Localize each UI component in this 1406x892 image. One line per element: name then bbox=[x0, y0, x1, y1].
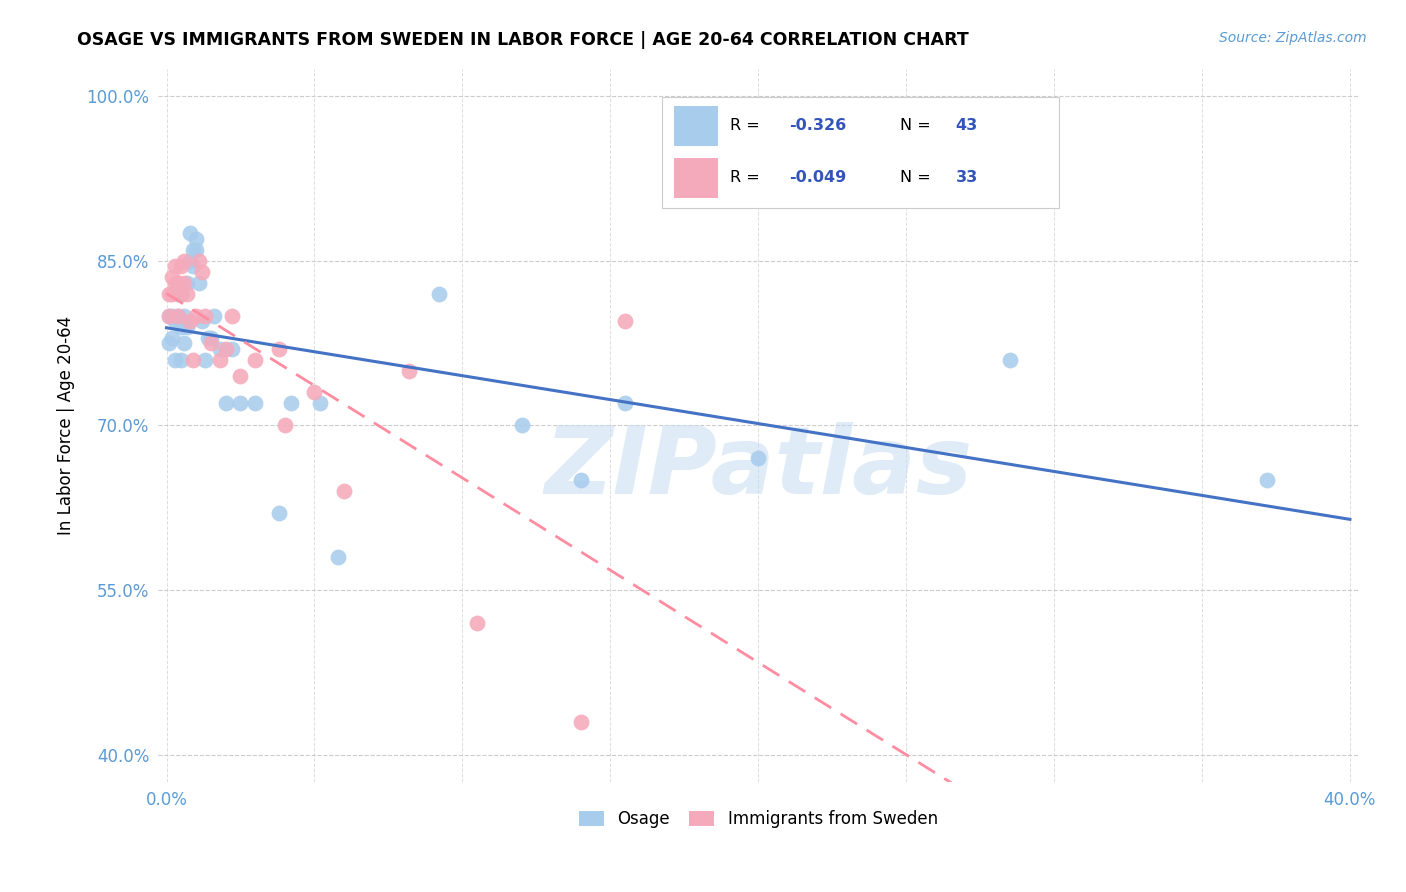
Point bbox=[267, 342, 290, 356]
Point bbox=[173, 336, 195, 351]
Text: OSAGE VS IMMIGRANTS FROM SWEDEN IN LABOR FORCE | AGE 20-64 CORRELATION CHART: OSAGE VS IMMIGRANTS FROM SWEDEN IN LABOR… bbox=[77, 31, 969, 49]
Point bbox=[179, 314, 201, 328]
Point bbox=[170, 286, 193, 301]
Point bbox=[998, 352, 1021, 367]
Point bbox=[274, 418, 297, 433]
Point bbox=[191, 265, 214, 279]
Point bbox=[184, 309, 207, 323]
Point bbox=[162, 270, 184, 285]
Point bbox=[188, 253, 211, 268]
Point bbox=[304, 385, 326, 400]
Point bbox=[614, 314, 637, 328]
Point bbox=[200, 330, 222, 344]
Point bbox=[202, 309, 225, 323]
Point bbox=[427, 286, 450, 301]
Point bbox=[181, 259, 204, 273]
Point bbox=[162, 286, 184, 301]
Point bbox=[333, 484, 356, 499]
Point bbox=[176, 286, 198, 301]
Point bbox=[614, 396, 637, 410]
Point bbox=[165, 314, 187, 328]
Point bbox=[173, 276, 195, 290]
Point bbox=[200, 336, 222, 351]
Point bbox=[208, 342, 231, 356]
Point bbox=[245, 396, 267, 410]
Point bbox=[194, 309, 217, 323]
Point bbox=[221, 309, 243, 323]
Point bbox=[176, 276, 198, 290]
Point bbox=[229, 396, 252, 410]
Point bbox=[170, 286, 193, 301]
Point bbox=[194, 352, 217, 367]
Point bbox=[747, 451, 769, 466]
Point bbox=[215, 396, 238, 410]
Point bbox=[221, 342, 243, 356]
Point bbox=[165, 352, 187, 367]
Point bbox=[197, 330, 219, 344]
Point bbox=[167, 286, 190, 301]
Point bbox=[229, 369, 252, 384]
Point bbox=[162, 309, 184, 323]
Text: ZIPatlas: ZIPatlas bbox=[544, 422, 973, 515]
Point bbox=[165, 259, 187, 273]
Point bbox=[569, 714, 592, 729]
Point bbox=[267, 506, 290, 520]
Point bbox=[465, 616, 488, 631]
Point bbox=[173, 309, 195, 323]
Point bbox=[569, 474, 592, 488]
Point bbox=[188, 276, 211, 290]
Point bbox=[184, 232, 207, 246]
Point bbox=[173, 253, 195, 268]
Point bbox=[165, 276, 187, 290]
Point bbox=[510, 418, 533, 433]
Point bbox=[159, 309, 181, 323]
Point bbox=[179, 226, 201, 240]
Point bbox=[398, 363, 420, 377]
Point bbox=[208, 352, 231, 367]
Point bbox=[280, 396, 302, 410]
Point bbox=[167, 276, 190, 290]
Point bbox=[1256, 474, 1278, 488]
Point bbox=[245, 352, 267, 367]
Point bbox=[159, 336, 181, 351]
Point bbox=[167, 309, 190, 323]
Legend: Osage, Immigrants from Sweden: Osage, Immigrants from Sweden bbox=[572, 804, 945, 835]
Point bbox=[159, 309, 181, 323]
Point bbox=[181, 352, 204, 367]
Point bbox=[167, 309, 190, 323]
Point bbox=[191, 314, 214, 328]
Point bbox=[184, 243, 207, 257]
Point bbox=[170, 319, 193, 334]
Point bbox=[170, 352, 193, 367]
Point bbox=[309, 396, 332, 410]
Point bbox=[162, 330, 184, 344]
Point bbox=[326, 550, 349, 565]
Point bbox=[181, 243, 204, 257]
Point bbox=[176, 319, 198, 334]
Point bbox=[215, 342, 238, 356]
Y-axis label: In Labor Force | Age 20-64: In Labor Force | Age 20-64 bbox=[58, 316, 75, 535]
Point bbox=[179, 253, 201, 268]
Point bbox=[159, 286, 181, 301]
Text: Source: ZipAtlas.com: Source: ZipAtlas.com bbox=[1219, 31, 1367, 45]
Point bbox=[170, 259, 193, 273]
